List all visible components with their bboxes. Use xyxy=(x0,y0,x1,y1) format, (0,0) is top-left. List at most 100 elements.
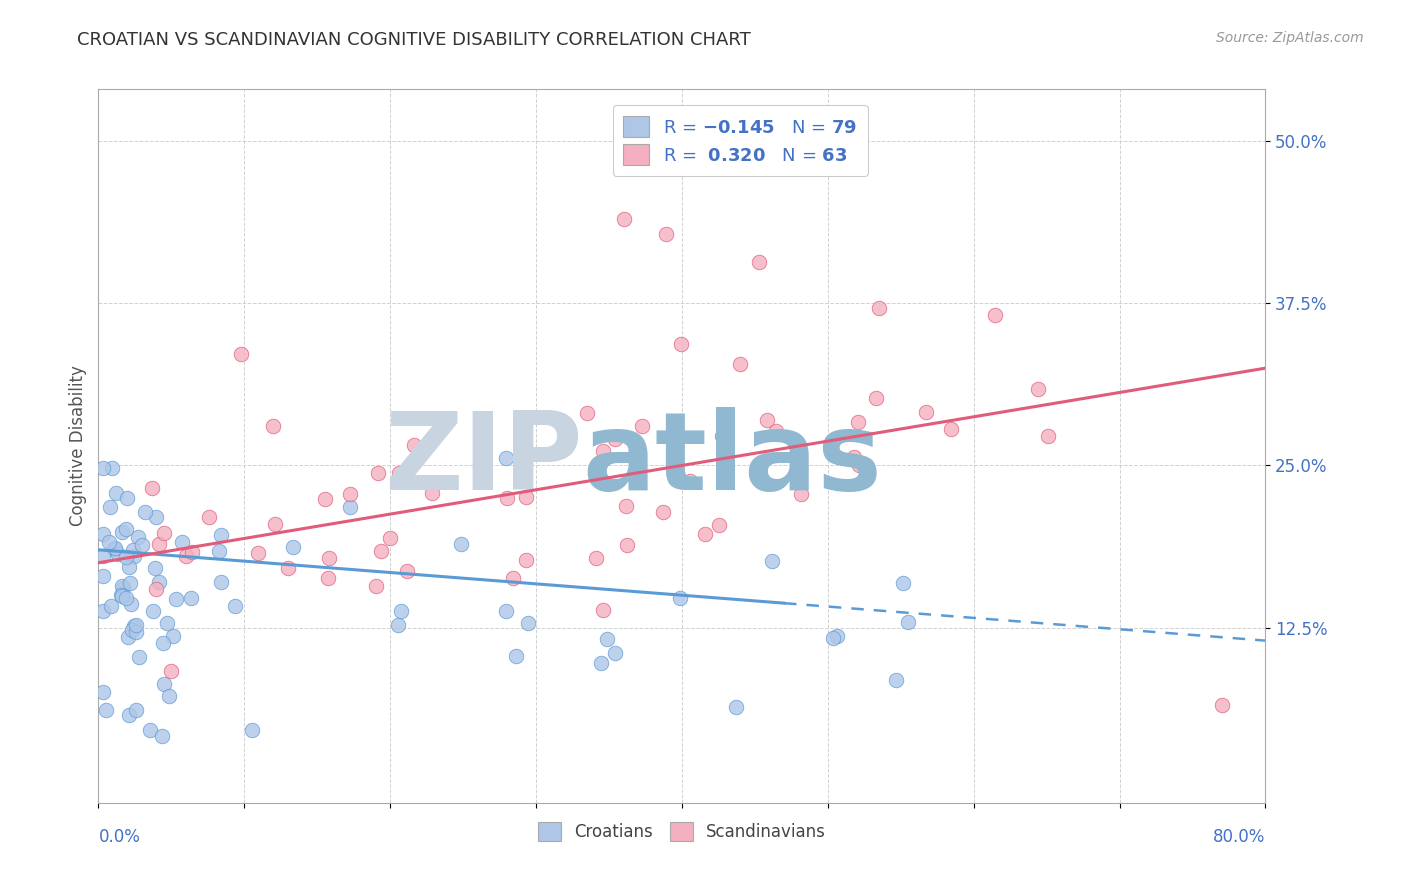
Point xyxy=(141,481,163,495)
Point xyxy=(208,544,231,558)
Point xyxy=(97,535,120,549)
Point xyxy=(603,432,626,446)
Y-axis label: Cognitive Disability: Cognitive Disability xyxy=(69,366,87,526)
Point xyxy=(314,491,336,506)
Point xyxy=(153,677,176,691)
Point xyxy=(585,551,607,566)
Point xyxy=(240,723,263,738)
Point xyxy=(402,438,425,452)
Point xyxy=(134,505,156,519)
Text: atlas: atlas xyxy=(582,408,883,513)
Point xyxy=(115,491,138,506)
Point xyxy=(789,487,811,501)
Point xyxy=(229,347,252,361)
Point xyxy=(262,418,284,433)
Point xyxy=(846,415,869,429)
Point xyxy=(143,560,166,574)
Point xyxy=(316,571,339,585)
Point xyxy=(180,591,202,605)
Point xyxy=(209,528,232,542)
Point xyxy=(122,542,145,557)
Point xyxy=(915,405,938,419)
Point xyxy=(181,545,204,559)
Point xyxy=(117,631,139,645)
Point xyxy=(848,458,870,472)
Point xyxy=(422,485,444,500)
Point xyxy=(728,357,751,371)
Point xyxy=(983,309,1005,323)
Point xyxy=(614,499,637,513)
Point xyxy=(755,413,778,427)
Point xyxy=(118,708,141,723)
Point xyxy=(515,490,537,504)
Point xyxy=(884,673,907,687)
Point xyxy=(868,301,890,316)
Point xyxy=(118,560,141,574)
Text: Source: ZipAtlas.com: Source: ZipAtlas.com xyxy=(1216,31,1364,45)
Point xyxy=(104,486,127,500)
Point xyxy=(93,460,115,475)
Point xyxy=(821,632,844,646)
Point xyxy=(710,429,733,443)
Point xyxy=(107,547,129,561)
Point xyxy=(174,549,197,564)
Point xyxy=(603,646,626,660)
Point xyxy=(450,537,472,551)
Point xyxy=(98,500,121,515)
Point xyxy=(125,703,148,717)
Point xyxy=(125,617,148,632)
Point xyxy=(127,530,149,544)
Point xyxy=(264,516,287,531)
Point xyxy=(170,534,193,549)
Point xyxy=(283,540,305,554)
Point xyxy=(388,466,411,480)
Point xyxy=(145,510,167,524)
Point xyxy=(589,657,612,671)
Point xyxy=(513,440,536,454)
Point xyxy=(651,505,673,519)
Point xyxy=(505,649,527,664)
Point xyxy=(165,592,187,607)
Point xyxy=(370,544,392,558)
Point xyxy=(713,448,735,462)
Point xyxy=(118,575,141,590)
Legend: Croatians, Scandinavians: Croatians, Scandinavians xyxy=(531,815,832,848)
Point xyxy=(339,500,361,514)
Point xyxy=(115,550,138,565)
Text: 0.0%: 0.0% xyxy=(98,828,141,846)
Point xyxy=(387,618,409,632)
Point xyxy=(592,603,614,617)
Point xyxy=(157,690,180,704)
Point xyxy=(748,255,770,269)
Point xyxy=(131,538,153,552)
Point xyxy=(91,569,114,583)
Point xyxy=(162,628,184,642)
Point xyxy=(515,553,537,567)
Point xyxy=(616,538,638,552)
Point xyxy=(246,546,269,560)
Point xyxy=(366,579,388,593)
Point xyxy=(495,604,517,618)
Point xyxy=(367,466,389,480)
Point xyxy=(897,615,920,630)
Point xyxy=(125,624,148,639)
Point xyxy=(150,730,173,744)
Point xyxy=(339,487,361,501)
Point xyxy=(91,685,114,699)
Point xyxy=(502,570,524,584)
Point xyxy=(669,591,692,605)
Point xyxy=(825,629,848,643)
Point xyxy=(592,444,614,458)
Point xyxy=(495,451,517,466)
Text: 80.0%: 80.0% xyxy=(1213,828,1265,846)
Point xyxy=(120,597,142,611)
Point xyxy=(277,560,299,574)
Point xyxy=(655,227,678,241)
Point xyxy=(94,703,117,717)
Point xyxy=(318,551,340,566)
Point xyxy=(380,531,402,545)
Point xyxy=(122,549,145,563)
Point xyxy=(1038,429,1060,443)
Point xyxy=(139,723,162,737)
Point xyxy=(122,618,145,632)
